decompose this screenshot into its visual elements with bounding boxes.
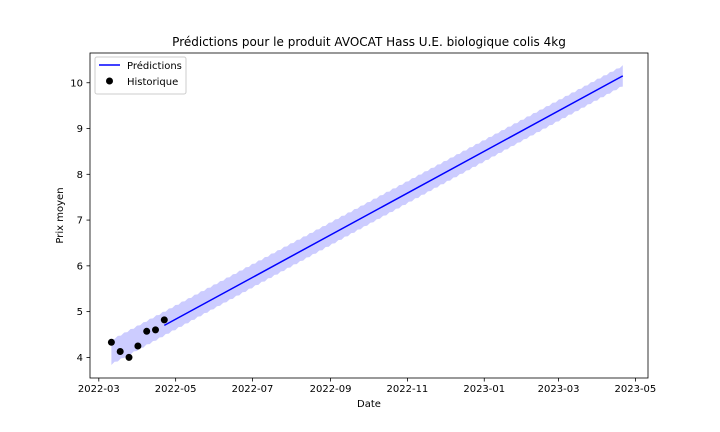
- y-tick-label: 5: [77, 307, 83, 318]
- x-axis-label: Date: [357, 399, 381, 410]
- historique-point: [107, 338, 115, 346]
- historique-point: [160, 316, 168, 324]
- historique-point: [152, 326, 159, 334]
- legend-label-historique: Historique: [127, 77, 178, 88]
- historique-point: [125, 353, 133, 361]
- y-tick-label: 4: [77, 353, 83, 364]
- y-tick-label: 7: [77, 216, 83, 227]
- historique-point: [116, 348, 124, 355]
- y-tick-label: 10: [70, 78, 83, 89]
- y-axis-ticks: 4 5 6 7 8 9 10: [70, 78, 90, 364]
- y-tick-label: 8: [77, 170, 83, 181]
- y-axis-label: Prix moyen: [55, 187, 66, 243]
- legend-dot-swatch: [106, 77, 113, 85]
- x-tick-label: 2023-01: [463, 384, 505, 395]
- y-tick-label: 9: [77, 124, 83, 135]
- x-axis-ticks: 2022-03 2022-05 2022-07 2022-09 2022-11 2023-…: [78, 378, 656, 395]
- x-tick-label: 2022-07: [232, 384, 274, 395]
- plot-area-frame: [89, 52, 649, 379]
- prediction-line-layer: [163, 75, 624, 327]
- x-tick-label: 2023-03: [538, 384, 580, 395]
- historique-point: [134, 342, 142, 350]
- x-tick-label: 2022-05: [155, 384, 197, 395]
- historique-points-layer: [107, 316, 168, 361]
- x-tick-label: 2022-11: [387, 384, 429, 395]
- x-tick-label: 2022-09: [310, 384, 352, 395]
- legend-box: [94, 56, 187, 95]
- legend-label-predictions: Prédictions: [127, 60, 182, 72]
- x-tick-label: 2023-05: [615, 384, 657, 395]
- prediction-line: [163, 75, 624, 327]
- legend: Prédictions Historique: [94, 56, 187, 95]
- chart-title: Prédictions pour le produit AVOCAT Hass …: [172, 35, 566, 49]
- historique-point: [143, 327, 151, 335]
- y-tick-label: 6: [77, 261, 83, 272]
- x-tick-label: 2022-03: [78, 384, 120, 395]
